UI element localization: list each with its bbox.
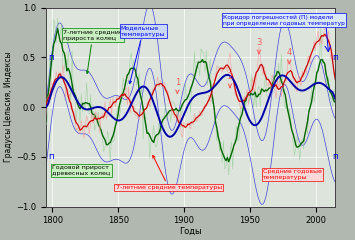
- Text: 4: 4: [286, 48, 292, 64]
- Y-axis label: Градусы Цельсия, Индексы: Градусы Цельсия, Индексы: [4, 52, 13, 162]
- Text: 3: 3: [256, 38, 262, 54]
- Text: Коридор погрешностей (П) модели
при определении годовых температур: Коридор погрешностей (П) модели при опре…: [223, 15, 345, 26]
- Text: п: п: [48, 53, 54, 62]
- Text: Средние годовые
температуры: Средние годовые температуры: [263, 169, 322, 180]
- Text: 1: 1: [175, 78, 180, 93]
- Text: п: п: [333, 53, 338, 62]
- Text: 7-летние средние температуры: 7-летние средние температуры: [115, 156, 222, 190]
- Text: п: п: [48, 152, 54, 162]
- Text: 7-летние средние
прироста колец: 7-летние средние прироста колец: [63, 30, 122, 73]
- Text: п: п: [333, 152, 338, 162]
- Text: Годовой прирост
древесных колец: Годовой прирост древесных колец: [53, 165, 110, 176]
- Text: Модельные
температуры: Модельные температуры: [121, 26, 165, 84]
- X-axis label: Годы: Годы: [179, 227, 202, 236]
- Text: 2: 2: [227, 72, 233, 87]
